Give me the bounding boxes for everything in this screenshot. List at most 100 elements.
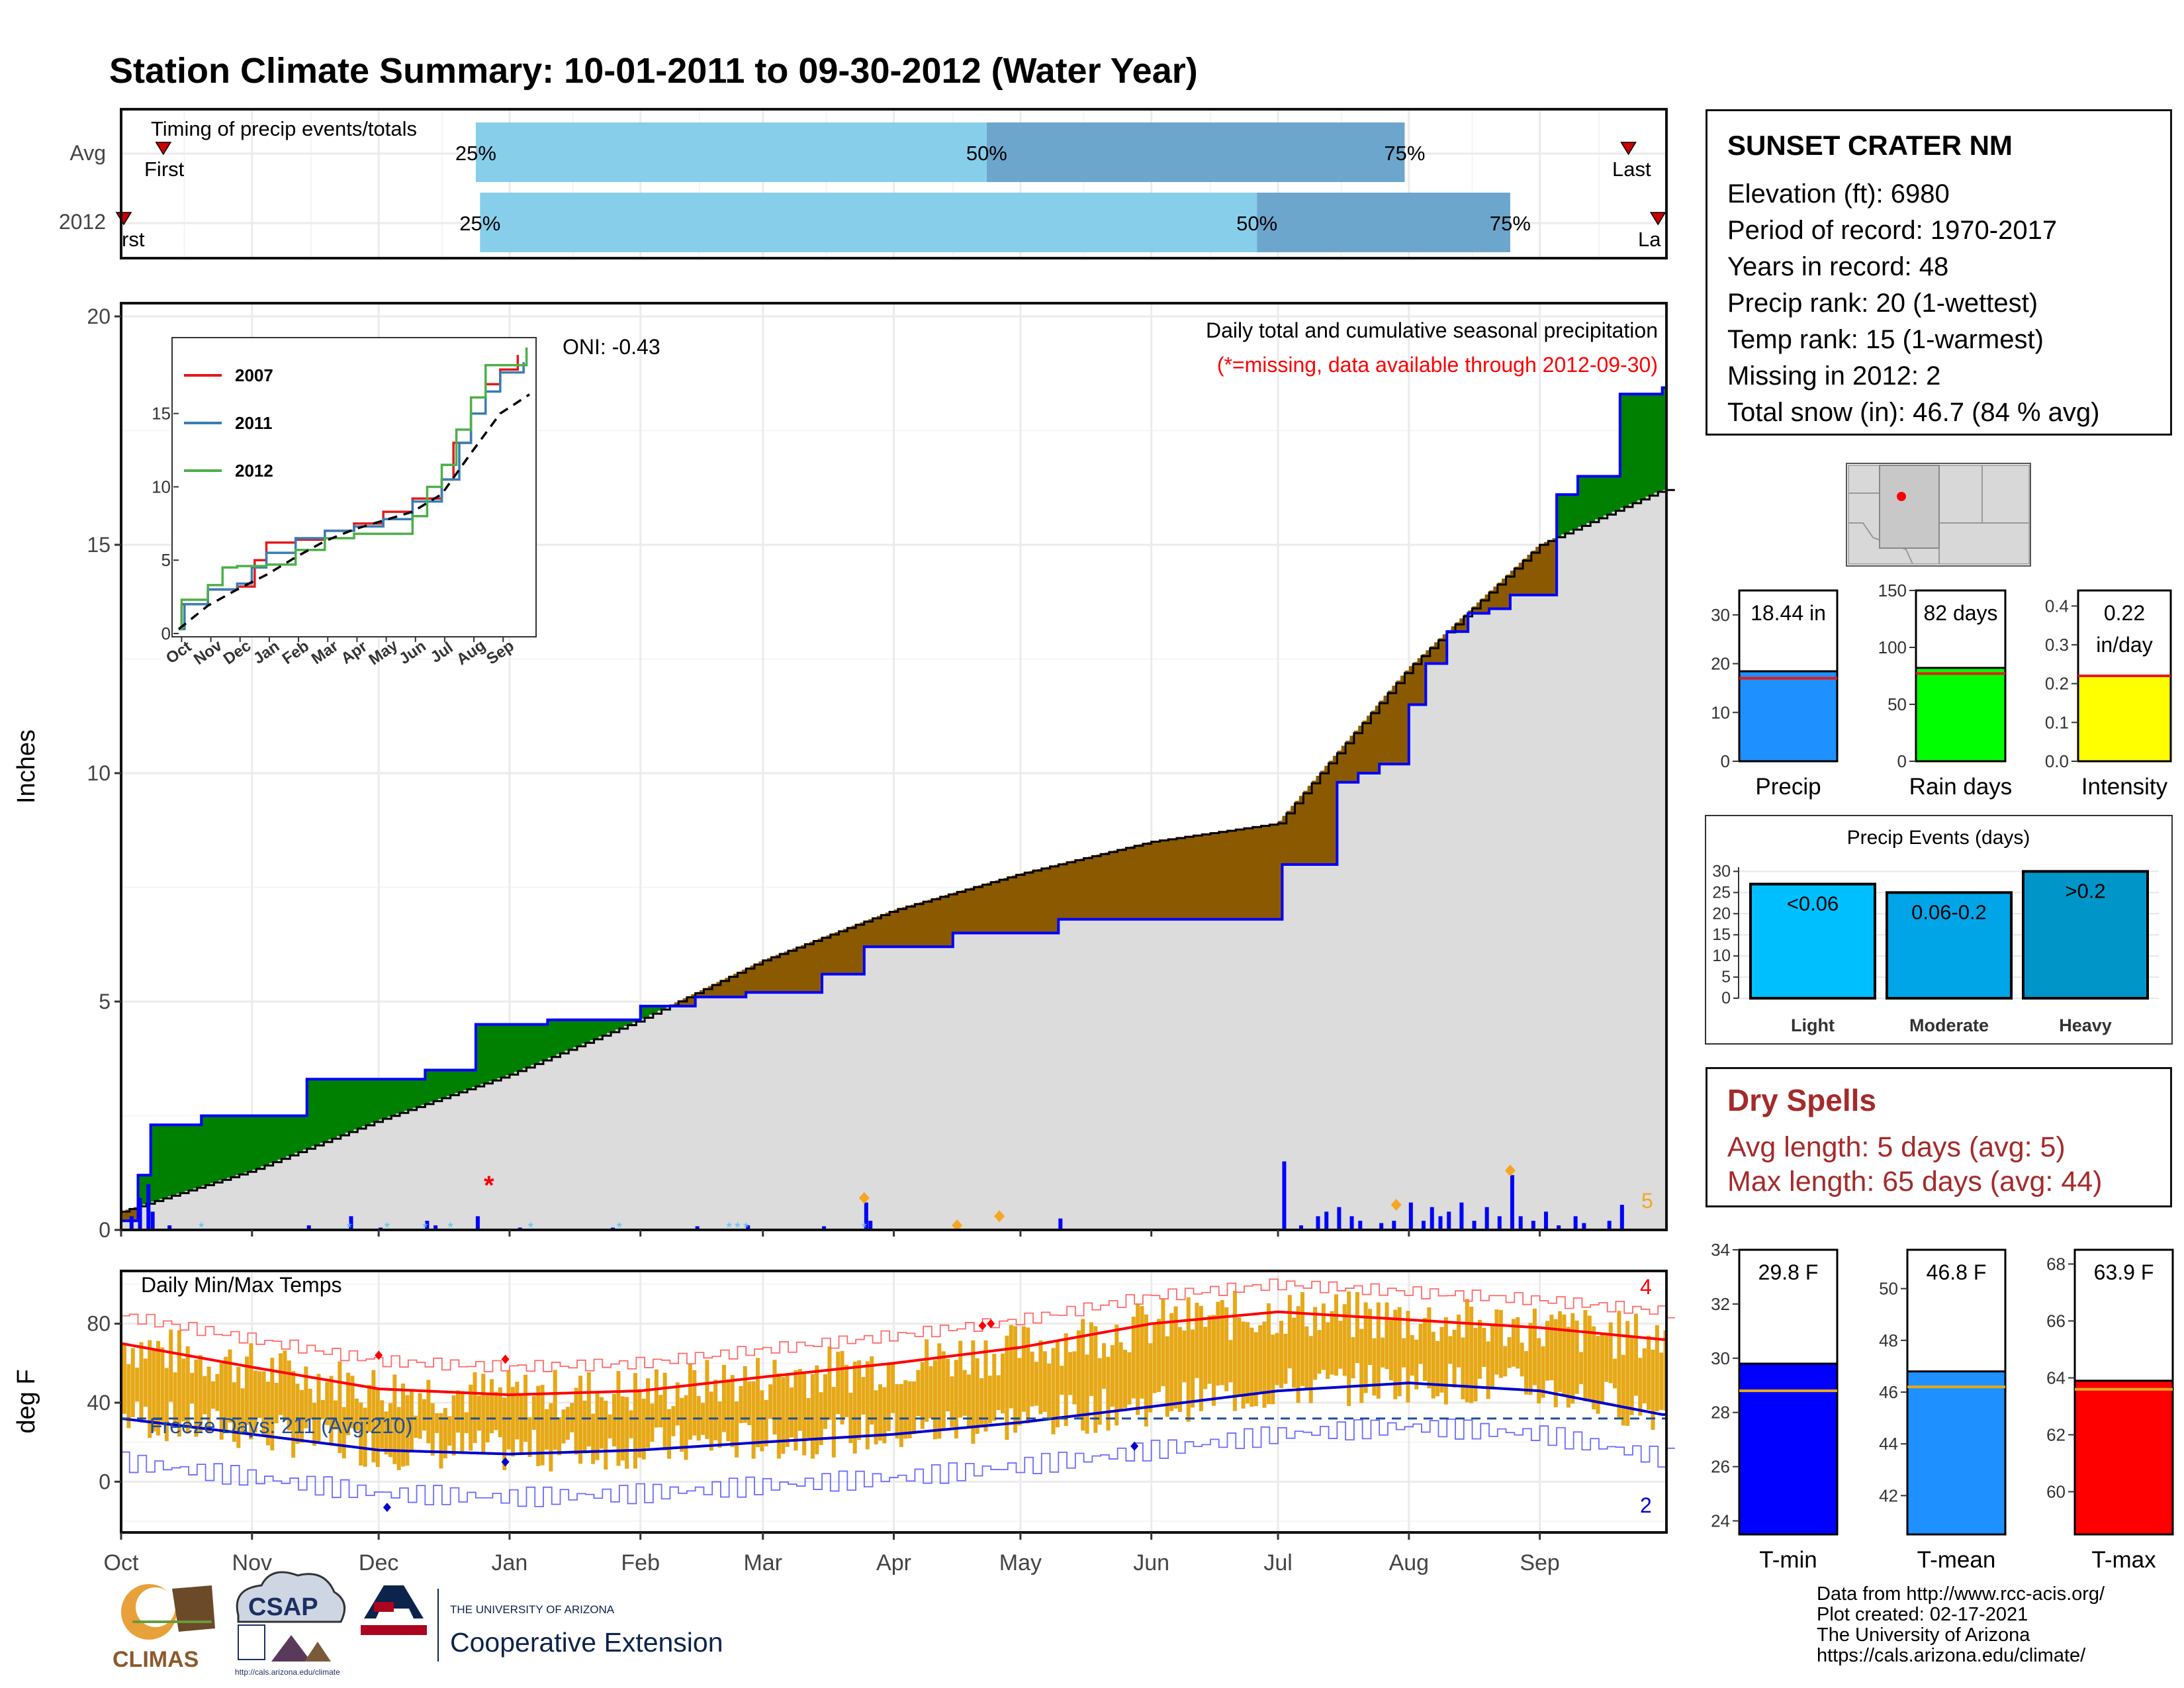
cumulative-diff-segment [1451,626,1456,632]
daily-temp-bar [1511,1319,1516,1367]
daily-temp-bar [527,1417,532,1458]
rain-days-chart-ytick-label: 50 [1888,694,1907,714]
daily-temp-bar [1313,1307,1318,1380]
daily-temp-bar [1081,1319,1085,1431]
timing-pct-25: 25% [455,142,496,165]
daily-precip-bar [1518,1216,1523,1230]
daily-temp-bar [1021,1326,1026,1412]
cumulative-diff-segment [1083,857,1089,919]
daily-temp-bar [1123,1349,1128,1409]
intensity-chart-value-label: 0.22 [2104,601,2145,625]
daily-temp-bar [561,1409,566,1444]
record-high-marker [375,1350,383,1360]
cumulative-diff-segment [1298,796,1304,865]
daily-precip-bar [1058,1218,1063,1230]
daily-temp-bar [341,1407,346,1459]
cumulative-diff-segment [1261,825,1266,919]
temp-ytick-label: 40 [87,1391,111,1415]
cumulative-diff-segment [1375,706,1380,773]
events-ytick-label: 5 [1721,968,1731,986]
daily-temp-bar [274,1382,279,1424]
daily-temp-bar [169,1329,173,1402]
cumulative-diff-segment [1054,865,1059,933]
tmin-chart-ytick-label: 34 [1711,1240,1730,1260]
events-title: Precip Events (days) [1847,827,2030,849]
cumulative-diff-segment [686,996,692,1006]
daily-precip-bar [1557,1225,1561,1230]
daily-temp-bar [1317,1330,1322,1374]
cumulative-diff-segment [1531,551,1536,595]
cumulative-diff-segment [860,922,865,974]
daily-temp-bar [1410,1335,1414,1376]
daily-temp-bar [173,1372,177,1425]
daily-temp-bar [1482,1327,1486,1367]
tmin-chart: 24 26 28 30 32 34 29.8 F T-min [1711,1240,1839,1573]
cumulative-diff-segment [290,1115,295,1155]
tmean-chart-ytick-label: 48 [1879,1331,1898,1350]
daily-temp-bar [1115,1325,1119,1426]
month-label: Jun [1133,1550,1169,1575]
daily-temp-bar [582,1400,587,1454]
cumulative-diff-segment [226,1115,232,1178]
month-axis: Oct Nov Dec Jan Feb Mar Apr May Jun Jul Aug Sep [104,1532,1560,1575]
daily-precip-bar [1497,1216,1502,1230]
cumulative-diff-segment [835,932,840,974]
daily-temp-bar [975,1358,979,1434]
daily-temp-bar [1651,1349,1655,1430]
events-bar-label: Heavy [2059,1015,2112,1035]
daily-temp-bar [224,1356,228,1433]
timing-row-avg: Avg [69,141,106,165]
daily-temp-bar [1279,1321,1284,1389]
daily-temp-bar [405,1395,410,1466]
daily-temp-bar [1388,1320,1393,1381]
cumulative-diff-segment [1181,837,1186,919]
cumulative-diff-segment [1328,761,1334,865]
cumulative-diff-segment [281,1115,287,1158]
cumulative-diff-segment [1193,835,1199,919]
cumulative-diff-segment [1582,476,1587,526]
daily-temp-bar [1216,1301,1220,1386]
daily-temp-bar [1604,1335,1609,1382]
cumulative-diff-segment [707,986,713,998]
temp-ytick-label: 0 [99,1470,111,1493]
daily-temp-bar [971,1340,976,1444]
record-low-count: 2 [1640,1493,1652,1517]
credits: Data from http://www.rcc-acis.org/ Plot … [1817,1584,2105,1666]
cumulative-diff-segment [564,1019,569,1051]
daily-temp-bar [257,1371,262,1419]
cumulative-diff-segment [425,1070,430,1103]
cumulative-diff-segment [1489,590,1494,609]
cumulative-diff-segment [260,1115,265,1166]
daily-temp-bar [882,1387,887,1444]
cumulative-diff-segment [244,1115,248,1173]
cumulative-diff-segment [720,980,725,998]
cumulative-diff-segment [1417,658,1422,705]
daily-temp-bar [333,1400,338,1430]
cumulative-diff-segment [214,1115,219,1182]
cumulative-diff-segment [1362,720,1367,773]
tmax-chart-value-label: 63.9 F [2094,1260,2154,1284]
credit-line: https://cals.arizona.edu/climate/ [1817,1645,2086,1666]
daily-temp-bar [143,1358,148,1407]
inset-series-line [179,362,525,631]
ua-small-text: THE UNIVERSITY OF ARIZONA [450,1603,615,1616]
tmax-chart-ytick-label: 64 [2046,1368,2066,1388]
daily-temp-bar [844,1364,848,1417]
daily-precip-bar [1421,1221,1426,1230]
cumulative-diff-segment [459,1070,464,1092]
cumulative-diff-segment [995,880,1000,933]
daily-precip-bar [1607,1221,1612,1230]
tmean-chart-label: T-mean [1917,1547,1996,1573]
cumulative-diff-segment [1324,765,1330,865]
daily-temp-bar [680,1397,684,1452]
daily-temp-bar [987,1376,992,1424]
cumulative-diff-segment [193,1125,198,1189]
precip-daily-bars: * * * * * * * * * * * [129,1161,1624,1236]
cumulative-diff-segment [488,1024,494,1082]
cumulative-diff-segment [741,969,747,998]
daily-temp-bar [730,1375,735,1448]
daily-temp-bar [794,1370,798,1451]
daily-temp-bar [671,1406,676,1436]
daily-temp-bar [1376,1302,1381,1399]
daily-temp-bar [1520,1342,1524,1377]
